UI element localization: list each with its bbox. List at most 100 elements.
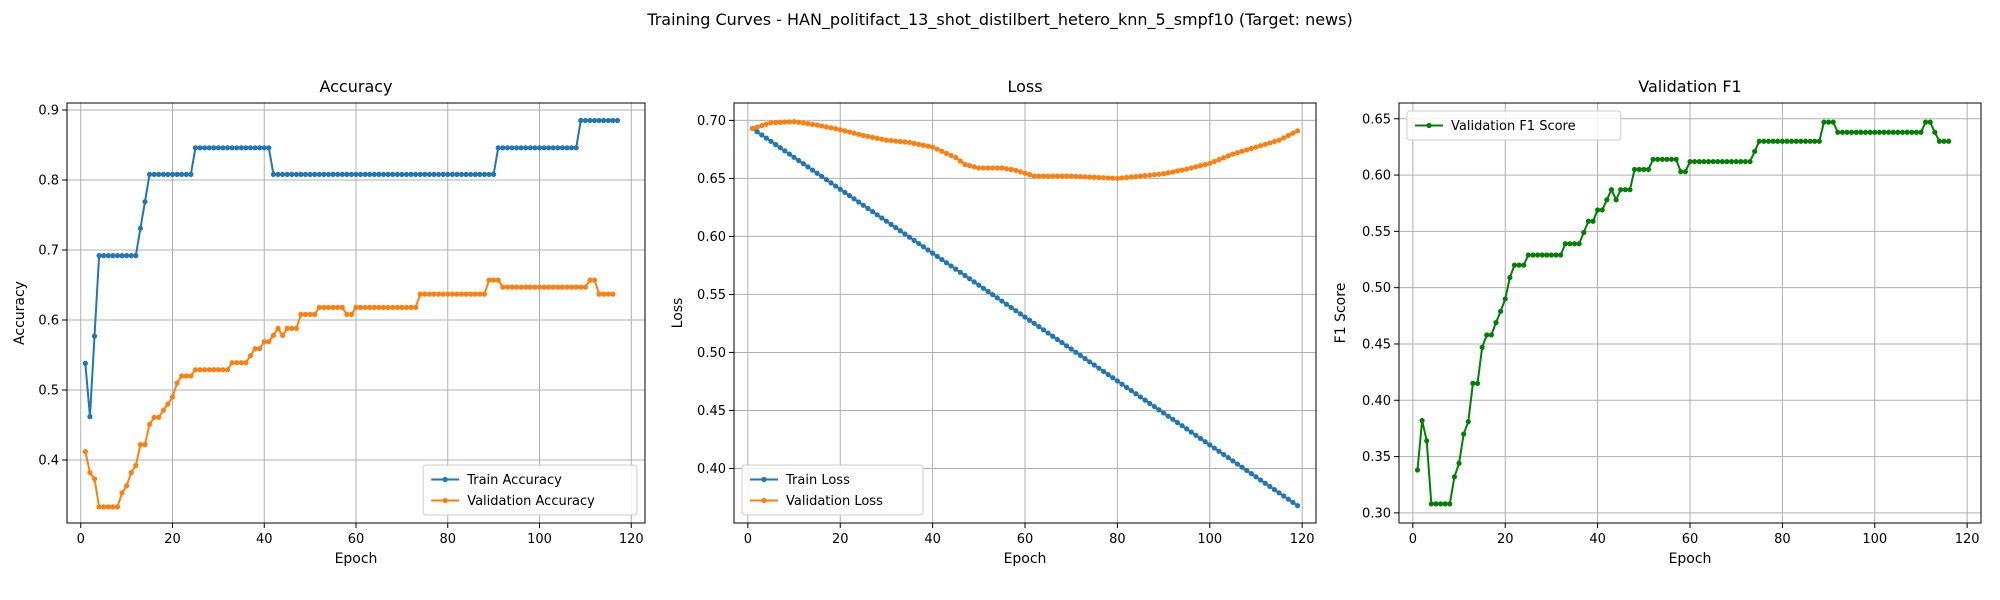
legend-label: Train Loss xyxy=(785,473,850,488)
data-point xyxy=(518,284,524,290)
data-point xyxy=(1207,442,1213,448)
data-point xyxy=(1077,173,1084,180)
data-point xyxy=(1631,166,1638,173)
data-point xyxy=(1599,207,1605,213)
y-tick-label: 0.55 xyxy=(1362,225,1391,240)
data-point xyxy=(119,490,125,496)
data-point xyxy=(1082,174,1088,180)
data-point xyxy=(1664,156,1670,162)
data-point xyxy=(1281,135,1287,141)
data-point xyxy=(261,145,267,151)
data-point xyxy=(1045,173,1051,179)
data-point xyxy=(284,171,290,177)
data-point xyxy=(1262,480,1268,486)
data-point xyxy=(156,414,162,420)
data-point xyxy=(962,161,968,168)
data-point xyxy=(587,117,593,124)
data-point xyxy=(1553,252,1559,258)
data-point xyxy=(192,367,199,373)
data-point xyxy=(1802,138,1809,144)
data-point xyxy=(1913,129,1919,135)
data-point xyxy=(371,304,377,310)
data-point xyxy=(546,145,552,151)
data-point xyxy=(197,367,203,373)
x-tick-label: 20 xyxy=(164,532,181,547)
data-point xyxy=(1844,129,1850,135)
data-point xyxy=(596,291,602,297)
data-point xyxy=(1234,461,1241,467)
data-point xyxy=(957,269,963,275)
data-point xyxy=(1853,129,1859,135)
data-point xyxy=(509,145,515,151)
data-point xyxy=(513,284,520,290)
data-point xyxy=(1909,129,1915,135)
x-tick-label: 0 xyxy=(744,532,752,547)
data-point xyxy=(293,171,299,177)
data-point xyxy=(422,291,428,297)
legend: Validation F1 Score xyxy=(1406,110,1622,141)
data-point xyxy=(426,291,432,297)
data-point xyxy=(782,119,788,125)
data-point xyxy=(749,125,756,132)
data-point xyxy=(431,171,437,177)
data-point xyxy=(247,145,254,151)
y-tick-label: 0.7 xyxy=(38,244,59,259)
data-point xyxy=(1193,432,1199,438)
data-point xyxy=(1558,252,1564,258)
data-point xyxy=(289,325,295,331)
data-point xyxy=(491,277,497,283)
x-tick-label: 80 xyxy=(1774,532,1791,547)
data-point xyxy=(1493,319,1499,326)
data-point xyxy=(1461,431,1467,437)
data-point xyxy=(1114,378,1120,384)
data-point xyxy=(1696,158,1702,165)
data-point xyxy=(1133,173,1139,180)
y-tick-label: 0.35 xyxy=(1362,450,1391,465)
x-tick-label: 60 xyxy=(1017,532,1034,547)
legend: Train Accuracy Validation Accuracy xyxy=(422,464,638,516)
data-point xyxy=(1447,501,1453,507)
data-point xyxy=(1017,311,1023,317)
data-point xyxy=(569,284,575,290)
data-point xyxy=(431,291,437,297)
data-point xyxy=(408,304,414,310)
data-point xyxy=(1128,387,1134,394)
data-point xyxy=(605,117,611,124)
data-point xyxy=(1248,471,1254,477)
data-point xyxy=(1239,464,1245,470)
data-point xyxy=(1184,426,1190,432)
data-point xyxy=(335,171,341,177)
data-point xyxy=(87,470,93,476)
legend-box xyxy=(422,464,638,516)
data-point xyxy=(128,470,134,476)
data-point xyxy=(1096,174,1102,181)
data-point xyxy=(953,154,959,161)
series-line-1 xyxy=(84,119,618,417)
data-point xyxy=(1114,175,1120,182)
data-point xyxy=(224,145,231,151)
data-point xyxy=(1659,156,1665,162)
data-point xyxy=(280,332,286,338)
data-point xyxy=(169,171,176,177)
data-point xyxy=(1668,156,1675,162)
data-point xyxy=(805,164,811,170)
data-point xyxy=(1927,119,1933,125)
data-point xyxy=(591,117,598,124)
y-tick-label: 0.70 xyxy=(697,114,726,129)
data-point xyxy=(1221,155,1227,161)
data-point xyxy=(385,171,391,177)
data-point xyxy=(883,218,890,224)
x-tick-label: 100 xyxy=(527,532,552,547)
data-point xyxy=(846,193,853,199)
data-point xyxy=(169,394,176,400)
data-point xyxy=(610,117,616,124)
data-point xyxy=(555,284,561,290)
data-point xyxy=(1253,144,1259,150)
data-point xyxy=(1918,129,1924,135)
data-point xyxy=(1225,153,1231,159)
data-point xyxy=(1147,400,1153,406)
data-point xyxy=(302,311,309,317)
data-point xyxy=(1160,410,1167,416)
data-point xyxy=(782,148,788,154)
data-point xyxy=(1719,158,1725,165)
